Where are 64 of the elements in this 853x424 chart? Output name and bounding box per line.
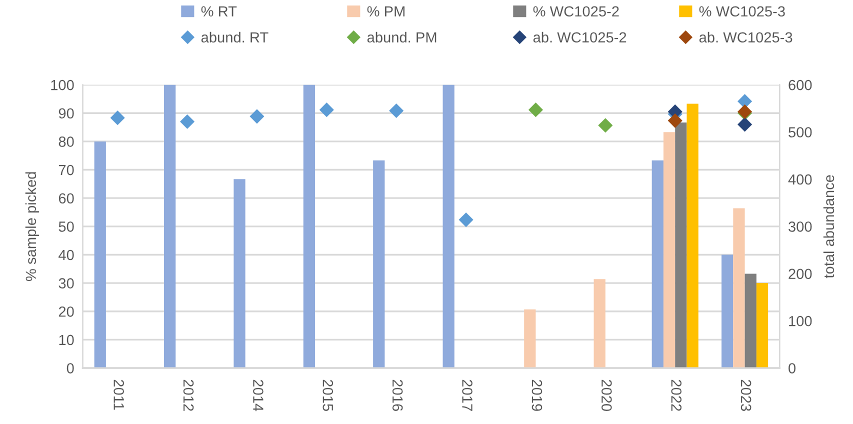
bar — [652, 160, 664, 368]
y-tick-label: 50 — [58, 222, 74, 232]
legend-label: % PM — [367, 6, 404, 16]
legend-label: % WC1025-2 — [533, 6, 619, 17]
y-tick-label: 80 — [58, 136, 74, 147]
point — [458, 212, 474, 228]
x-tick-label: 2012 — [183, 380, 194, 411]
bar — [663, 132, 676, 368]
legend-label: ab. WC1025-2 — [533, 32, 626, 43]
point — [668, 113, 682, 128]
point — [180, 114, 195, 129]
y2-tick-label: 400 — [788, 174, 812, 185]
bar — [594, 279, 606, 368]
y2-tick-label: 200 — [788, 268, 812, 280]
x-tick-label: 2019 — [532, 380, 542, 411]
x-tick-label: 2015 — [322, 380, 334, 411]
y-tick-label: 90 — [58, 108, 74, 119]
y2-axis-title: total abundance — [823, 175, 834, 278]
point — [528, 102, 544, 118]
point — [250, 109, 264, 124]
bar — [733, 208, 745, 368]
y-tick-label: 0 — [66, 363, 74, 374]
y-axis-title: % sample picked — [25, 172, 39, 282]
point — [738, 117, 752, 132]
x-tick-label: 2020 — [602, 380, 612, 412]
x-tick-label: 2017 — [462, 380, 472, 411]
y-tick-label: 20 — [58, 306, 74, 317]
y2-tick-label: 0 — [788, 363, 796, 374]
x-tick-label: 2022 — [671, 380, 682, 411]
y-tick-label: 60 — [58, 193, 74, 204]
point — [319, 102, 334, 118]
y-tick-label: 40 — [58, 250, 74, 260]
bar — [524, 309, 536, 368]
bar — [686, 104, 698, 368]
legend-label: % WC1025-3 — [699, 6, 785, 17]
bar — [442, 84, 454, 368]
y-tick-label: 10 — [59, 334, 74, 346]
y2-tick-label: 500 — [788, 127, 812, 138]
bar — [303, 84, 316, 368]
x-tick-label: 2011 — [114, 380, 124, 410]
bar — [373, 160, 385, 368]
legend-label: abund. RT — [201, 32, 268, 43]
legend-label: ab. WC1025-3 — [699, 32, 792, 43]
y-tick-label: 100 — [51, 80, 74, 90]
bar — [94, 141, 106, 368]
y2-tick-label: 100 — [789, 316, 812, 326]
bar — [744, 274, 756, 368]
bar — [756, 283, 768, 368]
y2-tick-label: 300 — [788, 222, 812, 232]
y2-tick-label: 600 — [788, 80, 812, 90]
bar — [675, 122, 687, 368]
x-tick-label: 2023 — [740, 380, 752, 411]
bar — [164, 84, 176, 368]
point — [110, 110, 125, 126]
x-tick-label: 2014 — [253, 380, 264, 412]
y-tick-label: 30 — [58, 278, 74, 288]
bar — [722, 254, 734, 368]
point — [389, 103, 404, 118]
point — [598, 118, 613, 133]
x-tick-label: 2016 — [392, 380, 403, 411]
bar — [234, 179, 246, 368]
legend-label: abund. PM — [367, 32, 436, 43]
legend-label: % RT — [201, 6, 237, 16]
y-tick-label: 70 — [58, 164, 74, 176]
